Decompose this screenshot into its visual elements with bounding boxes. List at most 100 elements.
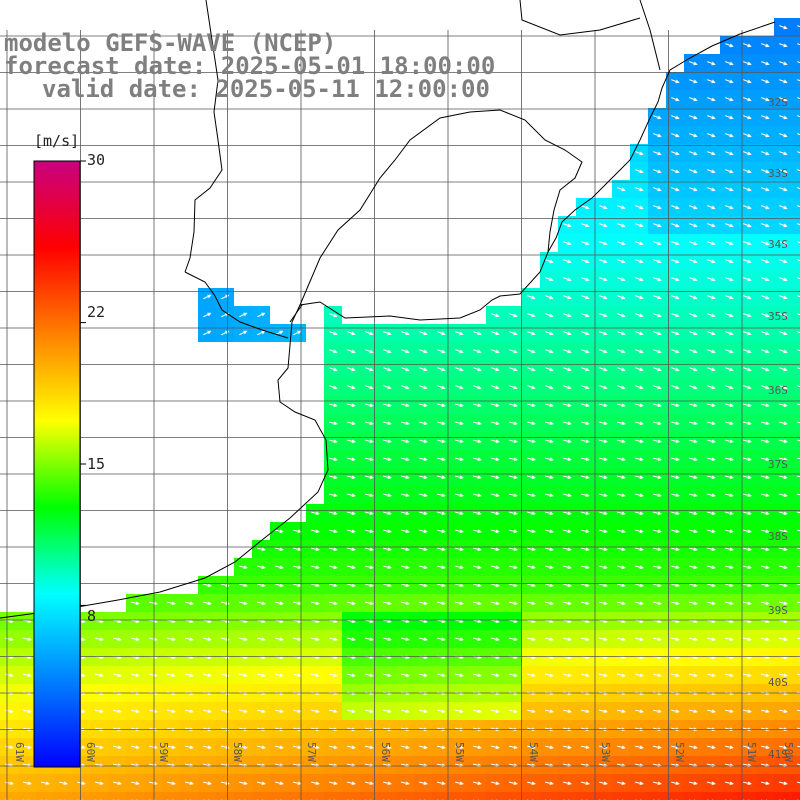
latitude-label: 37S xyxy=(768,458,788,471)
wind-cell xyxy=(792,486,800,504)
wind-cell xyxy=(720,792,738,800)
latitude-label: 36S xyxy=(768,384,788,397)
wind-cell xyxy=(576,792,594,800)
colorbar-tick-label: 22 xyxy=(87,303,106,321)
wind-cell xyxy=(792,90,800,108)
wind-cell xyxy=(234,792,252,800)
wind-cell xyxy=(792,378,800,396)
wind-cell xyxy=(324,792,342,800)
longitude-label: 61W xyxy=(13,742,26,762)
wind-cell xyxy=(792,540,800,558)
wind-cell xyxy=(72,792,90,800)
wind-cell xyxy=(180,792,198,800)
wind-cell xyxy=(342,792,360,800)
wind-cell xyxy=(774,792,792,800)
wind-cell xyxy=(792,180,800,198)
wind-cell xyxy=(468,792,486,800)
wind-cell xyxy=(18,792,36,800)
wind-cell xyxy=(792,450,800,468)
wind-cell xyxy=(792,162,800,180)
wind-cell xyxy=(36,792,54,800)
colorbar xyxy=(33,160,81,768)
wind-cell xyxy=(486,792,504,800)
latitude-label: 41S xyxy=(768,748,788,761)
wind-cell xyxy=(792,198,800,216)
longitude-label: 54W xyxy=(527,742,540,762)
wind-cell xyxy=(684,792,702,800)
longitude-label: 56W xyxy=(379,742,392,762)
wind-cell xyxy=(792,702,800,720)
wind-cell xyxy=(792,504,800,522)
wind-cell xyxy=(270,792,288,800)
longitude-label: 52W xyxy=(673,742,686,762)
wind-cell xyxy=(414,792,432,800)
wind-cell xyxy=(792,612,800,630)
wind-cell xyxy=(792,108,800,126)
wind-cell xyxy=(522,792,540,800)
wind-cell xyxy=(792,594,800,612)
colorbar-tick-label: 15 xyxy=(87,455,106,473)
longitude-label: 51W xyxy=(745,742,758,762)
wind-cell xyxy=(648,792,666,800)
wind-cell xyxy=(756,792,774,800)
wind-cell xyxy=(0,792,18,800)
colorbar-tick-label: 30 xyxy=(87,151,106,169)
wind-cell xyxy=(738,792,756,800)
latitude-label: 38S xyxy=(768,530,788,543)
wind-cell xyxy=(54,792,72,800)
wind-cell xyxy=(792,630,800,648)
wind-cell xyxy=(108,792,126,800)
wind-cell xyxy=(792,360,800,378)
colorbar-unit: [m/s] xyxy=(34,132,80,150)
wind-cell xyxy=(198,792,216,800)
wind-cell xyxy=(792,144,800,162)
latitude-label: 40S xyxy=(768,676,788,689)
latitude-label: 35S xyxy=(768,310,788,323)
valid-date: valid date: 2025-05-11 12:00:00 xyxy=(42,75,490,103)
wind-cell xyxy=(288,792,306,800)
wind-cell xyxy=(306,792,324,800)
wind-cell xyxy=(792,666,800,684)
latitude-label: 34S xyxy=(768,238,788,251)
wind-cell xyxy=(792,306,800,324)
wind-cell xyxy=(90,792,108,800)
wind-cell xyxy=(792,18,800,36)
wind-cell xyxy=(792,36,800,54)
wind-cell xyxy=(612,792,630,800)
latitude-label: 33S xyxy=(768,167,788,180)
wind-cell xyxy=(702,792,720,800)
wind-cell xyxy=(216,792,234,800)
wind-cell xyxy=(792,216,800,234)
wind-cell xyxy=(792,558,800,576)
longitude-label: 57W xyxy=(305,742,318,762)
wind-cell xyxy=(144,792,162,800)
wind-cell xyxy=(162,792,180,800)
colorbar-tick-label: 8 xyxy=(87,607,97,625)
wind-cell xyxy=(594,792,612,800)
wind-cell xyxy=(792,396,800,414)
longitude-label: 53W xyxy=(599,742,612,762)
wind-cell xyxy=(630,792,648,800)
wind-cell xyxy=(378,792,396,800)
wind-cell xyxy=(396,792,414,800)
wind-cell xyxy=(792,576,800,594)
latitude-label: 32S xyxy=(768,96,788,109)
wind-cell xyxy=(792,522,800,540)
wind-cell xyxy=(792,252,800,270)
wind-cell xyxy=(792,414,800,432)
wind-cell xyxy=(432,792,450,800)
wind-cell xyxy=(792,342,800,360)
wind-cell xyxy=(504,792,522,800)
wind-cell xyxy=(792,432,800,450)
wind-cell xyxy=(792,324,800,342)
longitude-label: 60W xyxy=(84,742,97,762)
wind-cell xyxy=(792,72,800,90)
wind-cell xyxy=(792,648,800,666)
longitude-label: 55W xyxy=(453,742,466,762)
longitude-label: 58W xyxy=(231,742,244,762)
wind-cell xyxy=(558,792,576,800)
wind-cell xyxy=(792,288,800,306)
wind-cell xyxy=(792,468,800,486)
wind-cell xyxy=(360,792,378,800)
